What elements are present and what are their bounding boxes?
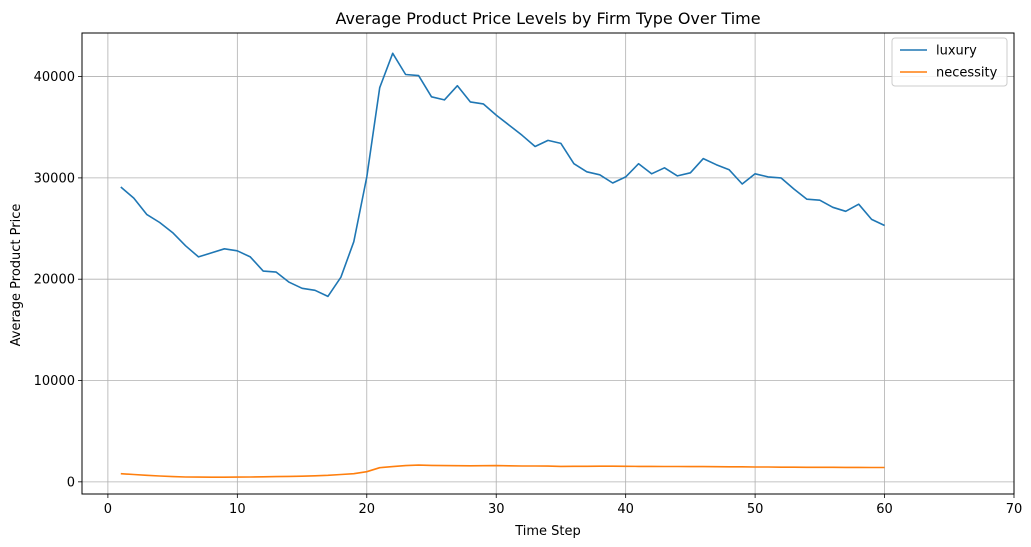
y-tick-label: 20000 xyxy=(34,273,75,288)
y-tick-label: 10000 xyxy=(34,374,75,389)
y-tick-label: 40000 xyxy=(34,70,75,85)
y-tick-label: 0 xyxy=(67,475,75,490)
x-tick-label: 20 xyxy=(359,502,376,517)
x-tick-label: 60 xyxy=(876,502,893,517)
axis-ticks: 0 10 20 30 40 50 60 70 0 10000 20000 30000 40000 xyxy=(34,70,1023,517)
plot-frame xyxy=(81,32,1015,495)
x-tick-label: 30 xyxy=(488,502,505,517)
x-tick-label: 0 xyxy=(104,502,112,517)
chart-title: Average Product Price Levels by Firm Typ… xyxy=(335,9,760,28)
grid-lines xyxy=(82,33,1015,494)
legend: luxury necessity xyxy=(891,37,1008,87)
series-line-luxury xyxy=(120,52,885,298)
series-line-necessity xyxy=(120,464,885,479)
x-axis-label: Time Step xyxy=(514,524,581,539)
x-tick-label: 40 xyxy=(617,502,634,517)
legend-label-necessity: necessity xyxy=(936,66,998,81)
x-tick-label: 10 xyxy=(229,502,246,517)
x-tick-label: 50 xyxy=(747,502,764,517)
series-lines xyxy=(120,52,885,479)
y-tick-label: 30000 xyxy=(34,171,75,186)
x-tick-label: 70 xyxy=(1006,502,1023,517)
y-axis-label: Average Product Price xyxy=(9,204,24,347)
legend-label-luxury: luxury xyxy=(936,44,977,59)
